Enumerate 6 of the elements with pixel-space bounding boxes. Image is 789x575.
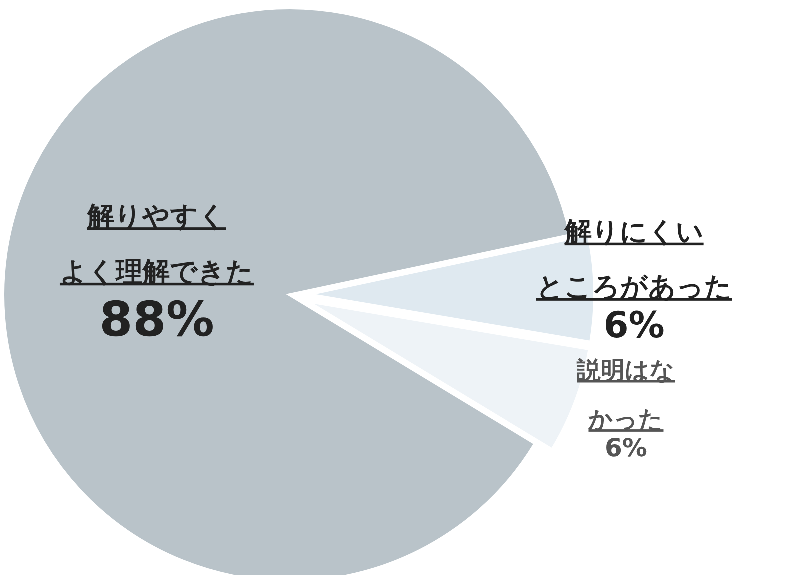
data-label: 6% [604, 306, 665, 347]
slice-label: 解りにくいところがあった [536, 216, 732, 304]
slice-label: 解りやすくよく理解できた [60, 202, 254, 288]
slice-label: 説明はなかった [576, 356, 676, 434]
data-label: 6% [605, 433, 648, 462]
data-label: 88% [100, 292, 214, 348]
